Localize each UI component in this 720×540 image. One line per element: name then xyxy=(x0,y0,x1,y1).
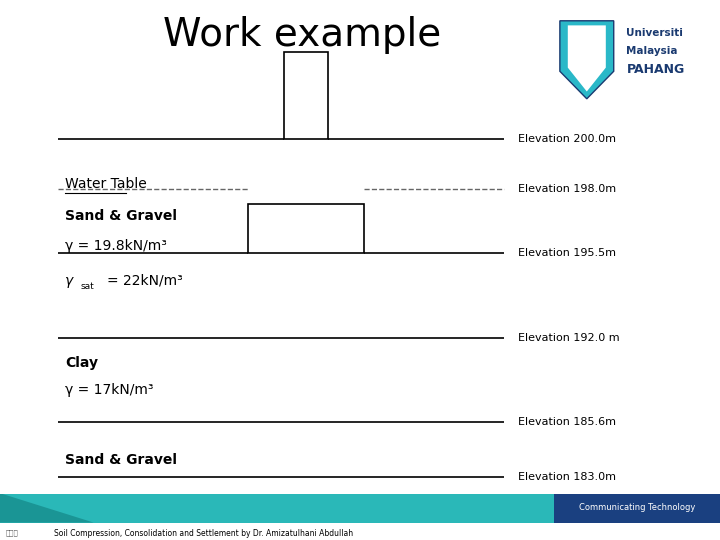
Text: Malaysia: Malaysia xyxy=(626,46,678,56)
Bar xyxy=(248,204,364,253)
Text: γ = 19.8kN/m³: γ = 19.8kN/m³ xyxy=(65,239,166,253)
Text: 3m x 3m: 3m x 3m xyxy=(279,222,333,235)
Polygon shape xyxy=(568,25,606,91)
Text: Universiti: Universiti xyxy=(626,28,683,38)
Text: Elevation 185.6m: Elevation 185.6m xyxy=(518,417,616,427)
Bar xyxy=(554,494,720,523)
Text: = 22kN/m³: = 22kN/m³ xyxy=(107,274,182,288)
Text: Elevation 200.0m: Elevation 200.0m xyxy=(518,134,616,144)
Text: Work example: Work example xyxy=(163,16,441,54)
Text: Elevation 183.0m: Elevation 183.0m xyxy=(518,472,616,482)
Text: Communicating Technology: Communicating Technology xyxy=(579,503,696,512)
Text: Elevation 195.5m: Elevation 195.5m xyxy=(518,248,616,258)
Text: PAHANG: PAHANG xyxy=(626,63,685,76)
Text: Sand & Gravel: Sand & Gravel xyxy=(65,209,177,223)
Polygon shape xyxy=(560,21,613,99)
Text: sat: sat xyxy=(81,282,94,291)
Text: Clay: Clay xyxy=(65,356,98,370)
Text: Soil Compression, Consolidation and Settlement by Dr. Amizatulhani Abdullah: Soil Compression, Consolidation and Sett… xyxy=(54,529,353,538)
Text: γ = 17kN/m³: γ = 17kN/m³ xyxy=(65,383,153,397)
Text: γ: γ xyxy=(65,274,73,288)
Text: Water Table: Water Table xyxy=(65,177,147,191)
Text: Elevation 198.0m: Elevation 198.0m xyxy=(518,184,616,194)
Bar xyxy=(0,494,720,523)
Text: Elevation 192.0 m: Elevation 192.0 m xyxy=(518,333,620,343)
Polygon shape xyxy=(0,493,94,523)
Text: Sand & Gravel: Sand & Gravel xyxy=(65,453,177,467)
Text: ⒸⒸⒸ: ⒸⒸⒸ xyxy=(6,530,19,536)
Bar xyxy=(284,52,328,139)
